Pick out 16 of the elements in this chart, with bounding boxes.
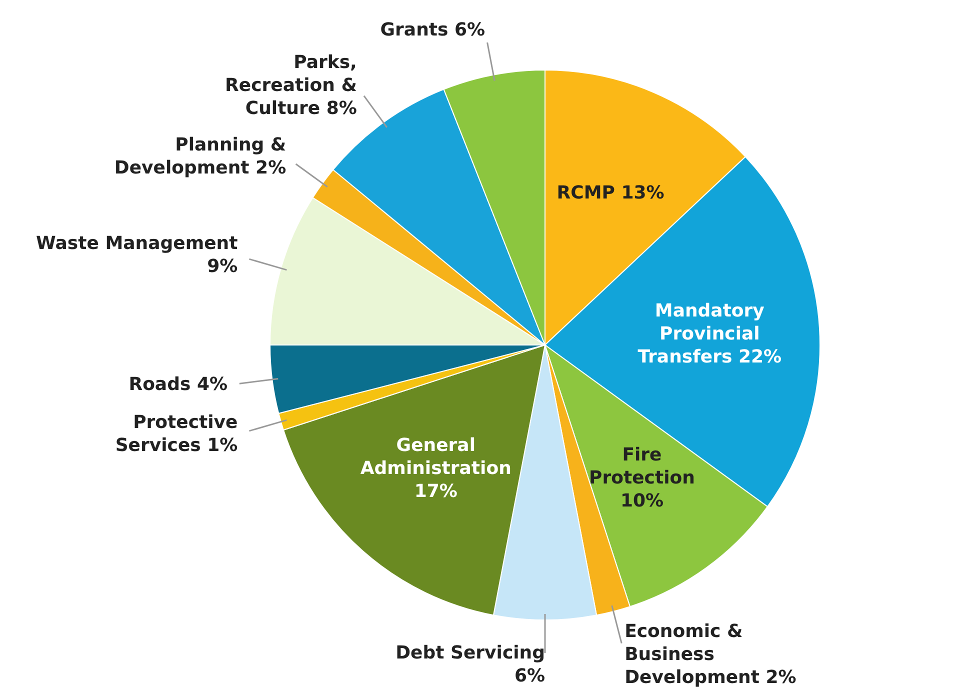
slice-label: Waste Management [36,233,238,254]
slice-label: General Administration [360,434,512,479]
slice-label: Fire Protection [589,444,695,488]
data-label: 17% [414,480,458,502]
slice-label: RCMP 13% [556,182,664,204]
data-label: 6% [514,666,545,686]
slice-label: Planning & Development 2% [114,134,286,178]
slice-label: Debt Servicing [396,642,545,664]
slice-label: Roads 4% [128,374,228,396]
data-label: 9% [207,256,238,278]
slice-label: Economic & Business Development 2% [624,620,796,688]
slice-label: Grants 6% [380,20,486,41]
slice-label: Mandatory Provincial Transfers 22% [638,300,782,368]
slice-label: Protective Services 1% [115,412,238,456]
data-label: 10% [620,490,664,512]
slice-label: Parks, Recreation & Culture 8% [225,52,357,120]
